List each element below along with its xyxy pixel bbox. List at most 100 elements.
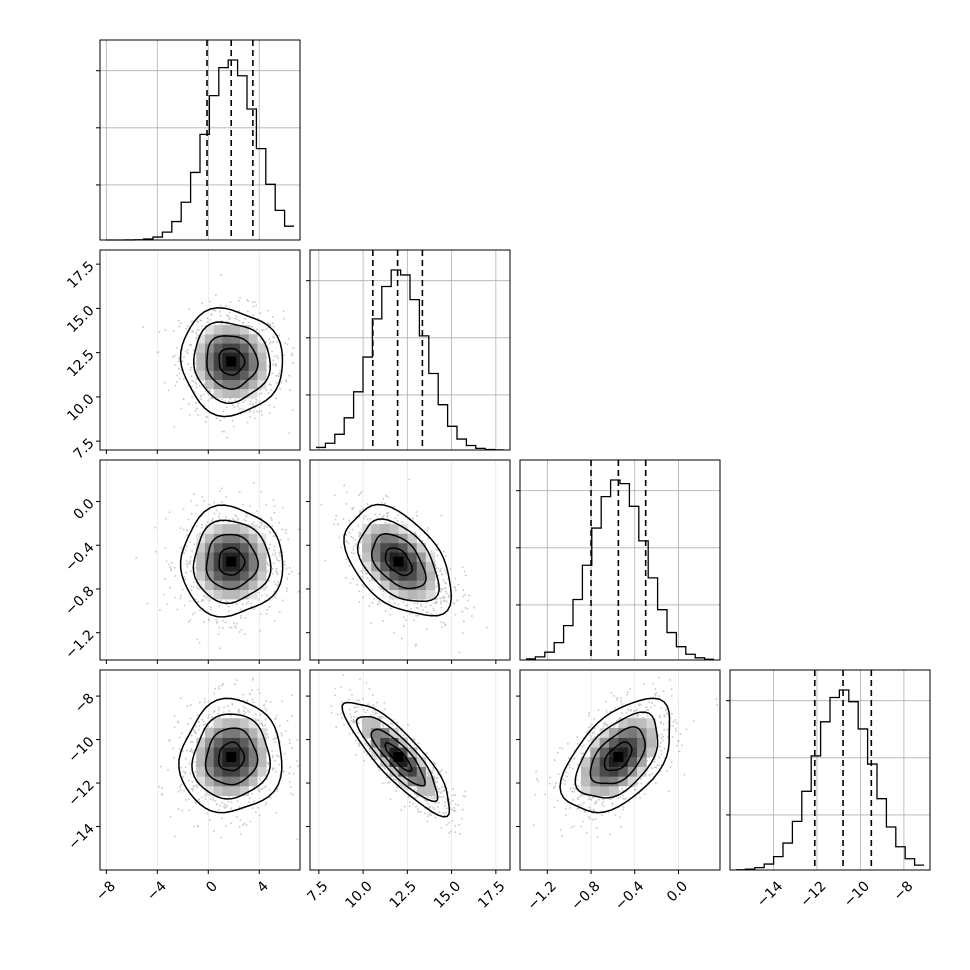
density-peak (226, 556, 237, 567)
density-bin (222, 370, 232, 381)
y-tick-label: −0.4 (62, 540, 97, 575)
density-bin (380, 756, 390, 767)
density-bin (205, 561, 215, 572)
density-bin (248, 718, 258, 729)
density-bin (196, 343, 206, 353)
x-tick-label: −0.4 (612, 878, 647, 913)
density-bin (627, 756, 638, 767)
density-bin (239, 524, 249, 534)
panel-frame (309, 249, 511, 451)
density-bin (371, 571, 381, 581)
density-bin (231, 388, 241, 399)
density-bin (398, 589, 408, 600)
density-bin (205, 552, 215, 562)
histogram-step (316, 269, 504, 451)
density-bin (231, 589, 241, 600)
density-bin (213, 334, 223, 344)
density-bin (407, 533, 418, 544)
x-tick-label: 0.0 (664, 878, 691, 905)
density-bin (580, 786, 591, 797)
density-bin (407, 747, 418, 758)
density-bin (380, 524, 390, 534)
density-bin (407, 552, 418, 562)
density-bin (205, 352, 215, 362)
density-bin (257, 352, 267, 362)
contour-line (589, 726, 646, 785)
density-bin (371, 747, 381, 758)
density-bin (627, 737, 638, 748)
density-bin (371, 524, 381, 534)
contour-line (179, 306, 284, 418)
density-bin (213, 361, 223, 371)
contour-line (384, 547, 413, 577)
density-bin (248, 561, 258, 572)
density-bin (608, 727, 619, 738)
density-bin (231, 343, 241, 353)
density-bin (231, 379, 241, 390)
density-bin (239, 727, 249, 738)
density-bin (389, 737, 399, 748)
contour-line (370, 728, 426, 787)
density-bin (599, 776, 610, 787)
panel-3-1 (306, 669, 511, 874)
density-bin (213, 370, 223, 381)
y-tick-label: −0.8 (62, 583, 97, 618)
x-tick-label: 10.0 (342, 878, 375, 911)
density-bin (398, 737, 408, 748)
density-bin (248, 580, 258, 591)
panel-frame (99, 39, 301, 241)
density-bin (205, 533, 215, 544)
panel-frame (309, 459, 511, 661)
panel-content (106, 460, 300, 660)
density-bin (627, 718, 638, 729)
density-bin (205, 361, 215, 371)
y-tick-label: −12 (65, 777, 97, 809)
density-bin (627, 727, 638, 738)
y-tick-label: 7.5 (71, 435, 98, 462)
x-tick-label: 0 (203, 878, 221, 896)
y-tick-label: 0.0 (71, 496, 98, 523)
density-bin (389, 766, 399, 777)
density-bin (371, 542, 381, 553)
density-bin (222, 334, 232, 344)
panel-1-0 (96, 249, 301, 454)
contour-line (370, 533, 427, 590)
density-bin (239, 325, 249, 335)
density-bin (637, 756, 647, 767)
contour-line (206, 335, 259, 391)
density-bin (231, 334, 241, 344)
density-bin (205, 756, 215, 767)
y-tick-label: 12.5 (64, 347, 97, 380)
density-bin (213, 786, 223, 797)
density-bin (196, 747, 206, 758)
density-bin (213, 571, 223, 581)
x-tick-label: −8 (891, 878, 917, 904)
density-bin (389, 571, 399, 581)
density-bin (248, 727, 258, 738)
density-bin (231, 542, 241, 553)
density-bin (580, 776, 591, 787)
density-bin (213, 388, 223, 399)
density-bin (222, 786, 232, 797)
density-bin (205, 325, 215, 335)
density-bin (196, 361, 206, 371)
density-bin (618, 718, 629, 729)
contour-line (218, 547, 246, 576)
density-bin (248, 379, 258, 390)
density-bin (398, 580, 408, 591)
density-bin (380, 747, 390, 758)
x-tick-label: −0.8 (568, 878, 603, 913)
x-tick-label: 12.5 (387, 878, 420, 911)
density-bin (580, 766, 591, 777)
density-bin (239, 379, 249, 390)
density-bin (608, 786, 619, 797)
contour-line (217, 741, 246, 772)
y-tick-label: 17.5 (64, 259, 97, 292)
density-bin (196, 571, 206, 581)
panel-frame (99, 249, 301, 451)
density-bin (407, 756, 418, 767)
density-bin (231, 571, 241, 581)
density-bin (257, 552, 267, 562)
density-bin (222, 766, 232, 777)
density-bin (248, 756, 258, 767)
